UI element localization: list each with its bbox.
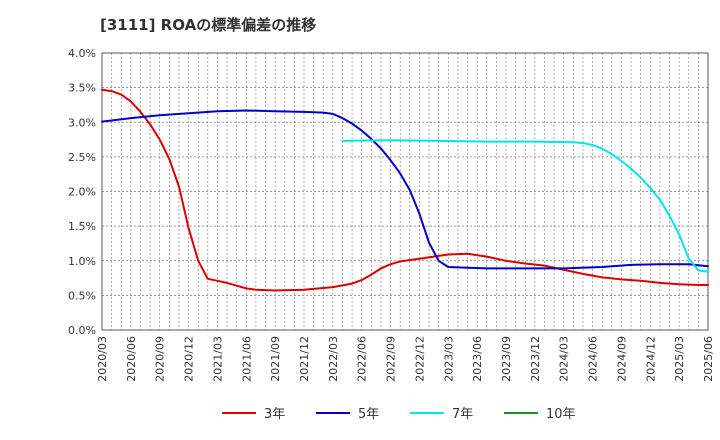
legend-label: 7年 [452,407,473,422]
series-layer [101,88,709,292]
y-tick-label: 3.5% [68,82,96,95]
x-tick-label: 2020/06 [125,336,138,382]
x-tick-label: 2022/09 [385,336,398,382]
x-tick-label: 2020/12 [183,336,196,382]
y-tick-label: 2.5% [68,151,96,164]
legend: 3年 5年 7年 10年 [222,407,576,422]
series-line-3年 [101,88,709,292]
series-line-5年 [101,109,709,270]
x-tick-label: 2021/06 [240,336,253,382]
x-tick-label: 2024/12 [644,336,657,382]
x-tick-label: 2025/06 [702,336,715,382]
x-tick-label: 2022/03 [327,336,340,382]
y-tick-label: 0.5% [68,289,96,302]
plot-area [101,52,709,331]
y-axis: 0.0% 0.5% 1.0% 1.5% 2.0% 2.5% 3.0% 3.5% 4.0% [68,47,96,337]
x-tick-label: 2020/09 [154,336,167,382]
y-tick-label: 1.5% [68,220,96,233]
x-tick-label: 2024/06 [587,336,600,382]
x-tick-label: 2020/03 [96,336,109,382]
x-tick-label: 2021/03 [211,336,224,382]
grid [101,52,709,331]
legend-label: 5年 [358,407,379,422]
x-tick-label: 2022/06 [356,336,369,382]
x-tick-label: 2023/12 [529,336,542,382]
x-tick-label: 2023/06 [471,336,484,382]
y-tick-label: 3.0% [68,116,96,129]
x-tick-label: 2021/09 [269,336,282,382]
y-tick-label: 0.0% [68,324,96,337]
legend-label: 3年 [264,407,285,422]
x-tick-label: 2022/12 [413,336,426,382]
x-tick-label: 2024/09 [615,336,628,382]
x-tick-label: 2023/03 [442,336,455,382]
legend-label: 10年 [546,407,576,422]
x-tick-label: 2025/03 [673,336,686,382]
x-tick-label: 2021/12 [298,336,311,382]
series-line-7年 [341,139,709,273]
x-axis: 2020/03 2020/06 2020/09 2020/12 2021/03 2021/… [96,336,715,382]
x-tick-label: 2024/03 [558,336,571,382]
y-tick-label: 2.0% [68,186,96,199]
x-tick-label: 2023/09 [500,336,513,382]
chart-title: [3111] ROAの標準偏差の推移 [100,16,316,34]
y-tick-label: 4.0% [68,47,96,60]
y-tick-label: 1.0% [68,255,96,268]
